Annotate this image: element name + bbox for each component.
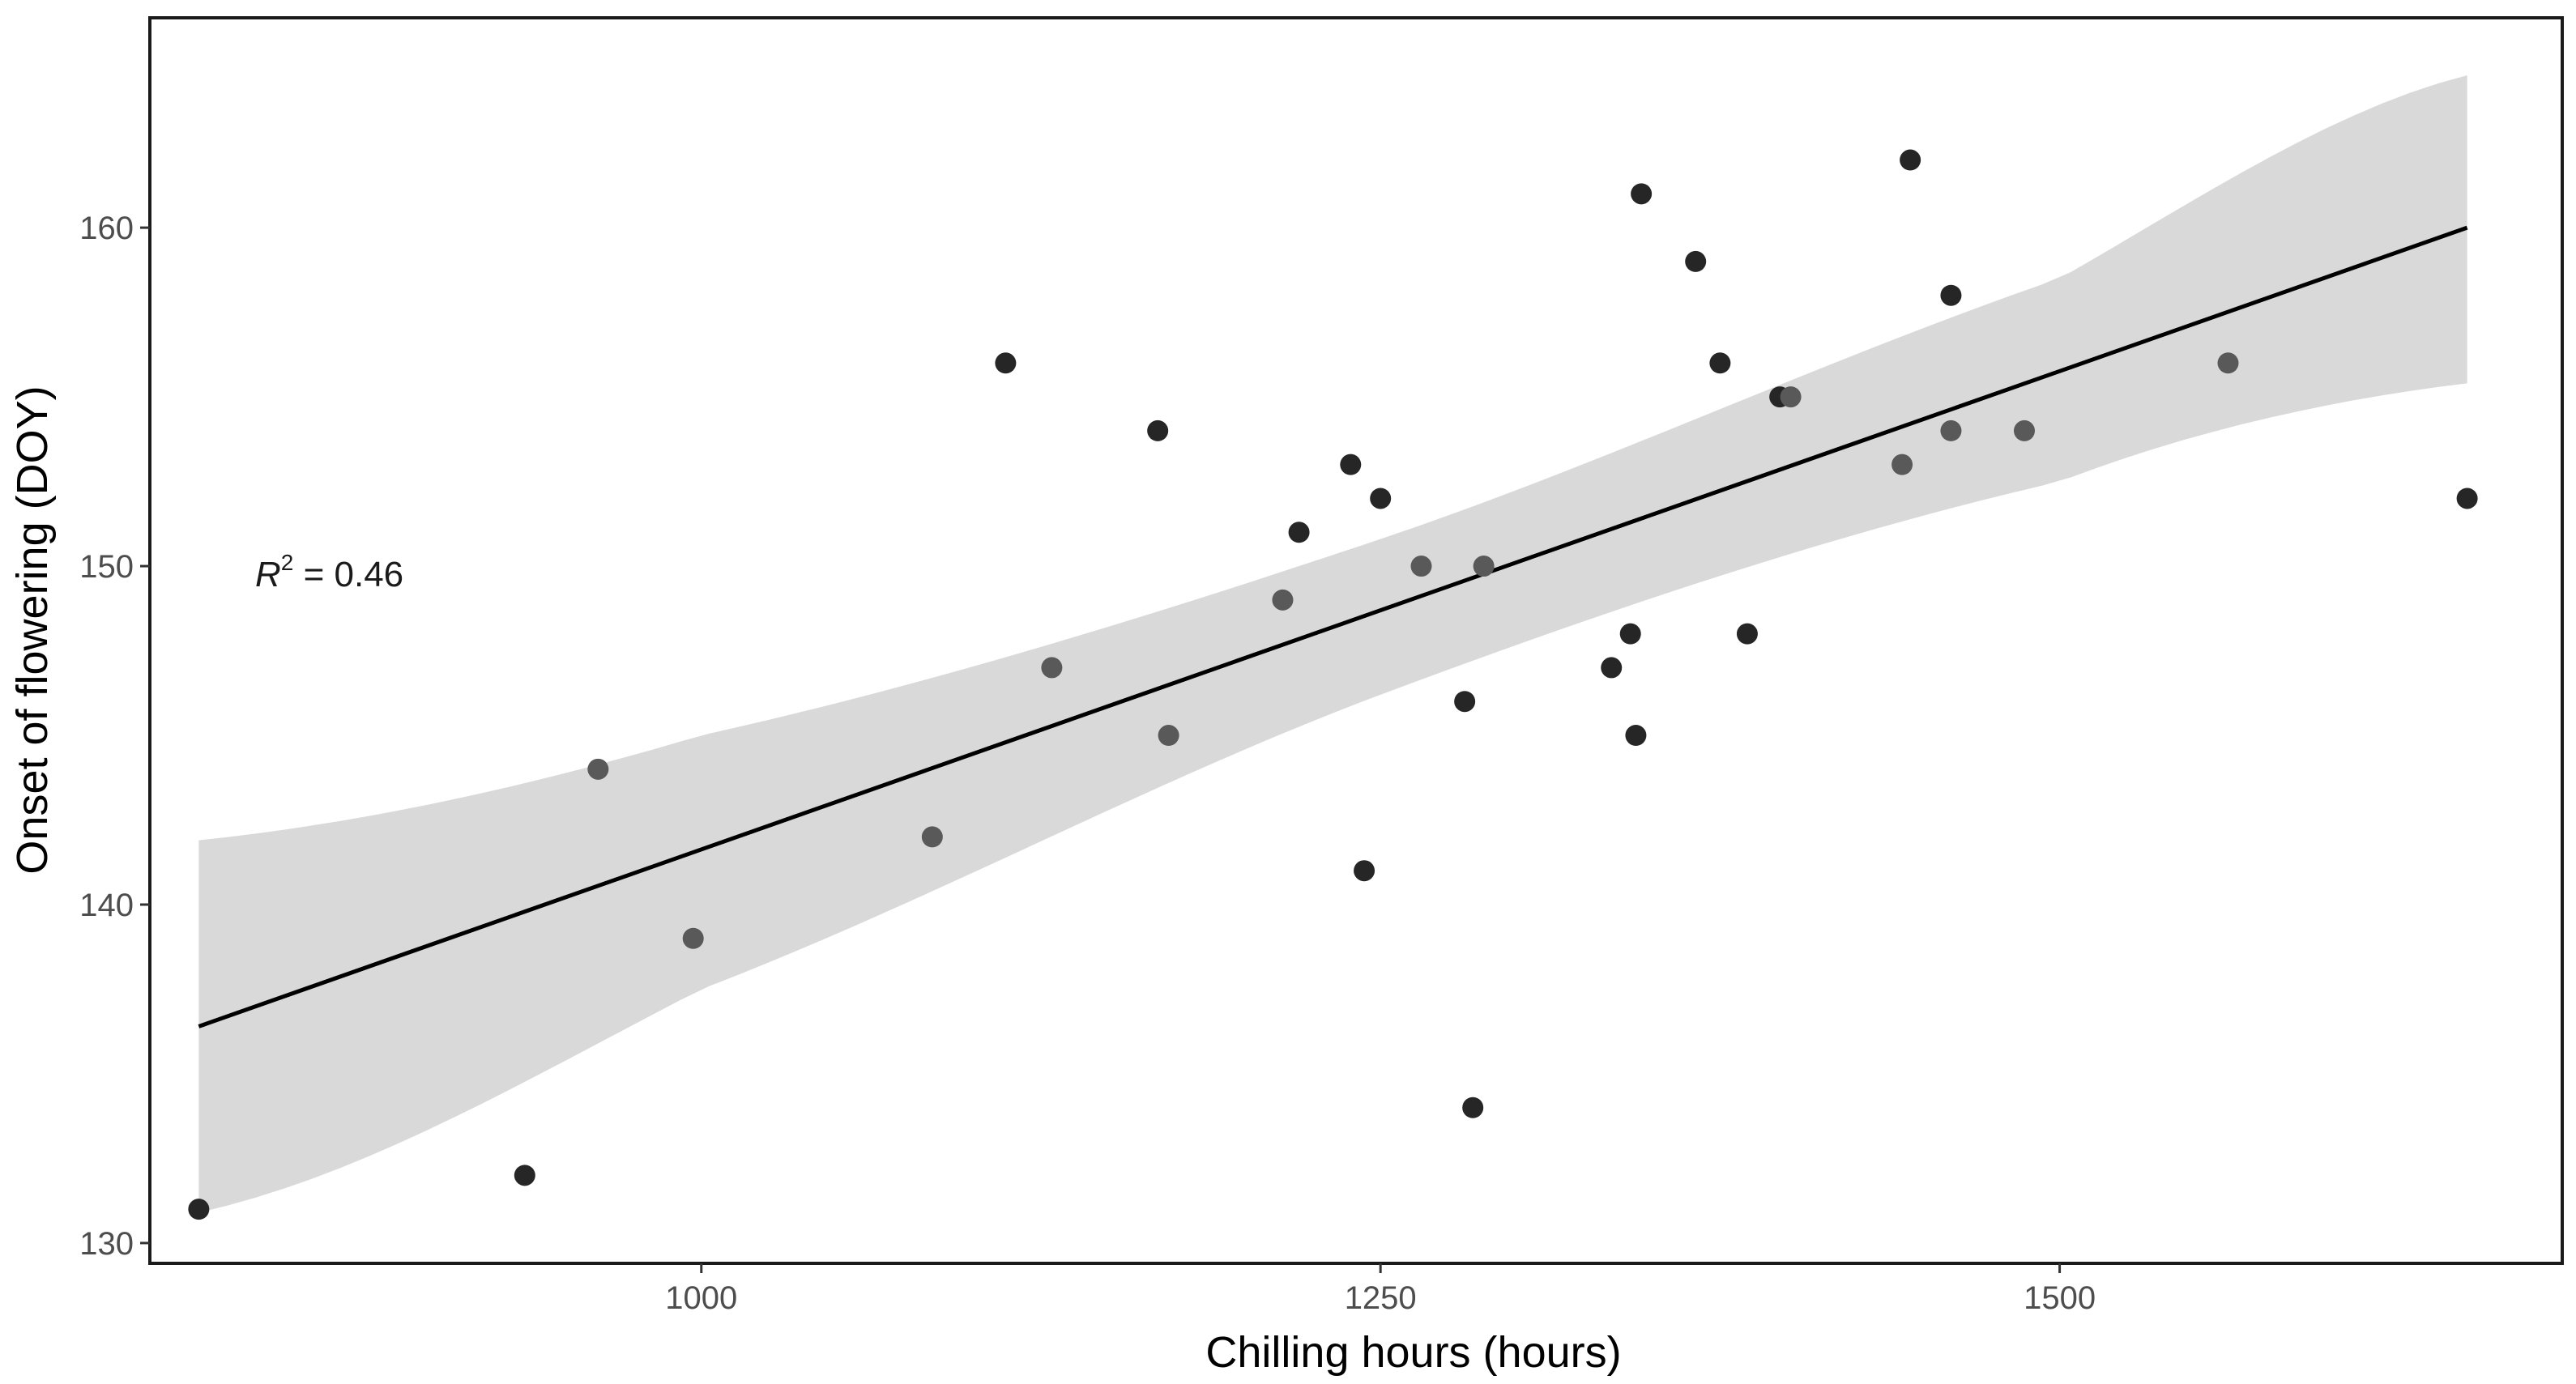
data-point <box>1940 419 1962 441</box>
data-point <box>995 352 1017 374</box>
data-point <box>1288 522 1310 543</box>
r2-symbol: R <box>255 555 281 594</box>
y-axis-ticks: 130 140 150 160 <box>79 211 150 1262</box>
data-point <box>1410 556 1432 577</box>
data-point <box>1041 657 1063 679</box>
data-point <box>1454 691 1476 713</box>
data-point <box>1473 556 1495 577</box>
data-point <box>2217 352 2239 374</box>
y-tick-label: 130 <box>79 1226 134 1262</box>
data-point <box>921 826 943 848</box>
x-axis-title: Chilling hours (hours) <box>1205 1328 1621 1377</box>
data-point <box>514 1165 535 1186</box>
data-point <box>1891 454 1913 475</box>
data-point <box>1631 183 1653 205</box>
data-point <box>1354 860 1375 882</box>
data-point <box>1619 623 1641 645</box>
data-point <box>188 1199 210 1220</box>
regression-line <box>198 225 2468 1028</box>
confidence-band <box>198 75 2467 1213</box>
r-squared-annotation: R2 = 0.46 <box>255 550 403 594</box>
x-tick-label: 1250 <box>1345 1280 1417 1316</box>
data-point <box>1158 725 1179 747</box>
data-point <box>1370 488 1392 509</box>
data-point <box>1147 419 1169 441</box>
y-tick-label: 140 <box>79 888 134 923</box>
confidence-band-layer <box>198 75 2467 1213</box>
data-point <box>1780 386 1802 408</box>
data-point <box>1625 725 1647 747</box>
data-point <box>1272 589 1294 611</box>
data-point <box>1340 454 1362 475</box>
data-point <box>1685 250 1707 272</box>
data-point <box>1709 352 1731 374</box>
data-point <box>1940 284 1962 306</box>
data-point <box>1900 149 1921 171</box>
data-point <box>587 758 609 780</box>
data-point <box>1601 657 1623 679</box>
r2-exponent: 2 <box>281 550 294 575</box>
data-point <box>2013 419 2035 441</box>
y-axis-title: Onset of flowering (DOY) <box>8 385 57 874</box>
x-tick-label: 1500 <box>2024 1280 2096 1316</box>
r2-value: = 0.46 <box>293 555 403 594</box>
plot-panel-border <box>148 16 2564 1265</box>
data-point <box>1736 623 1758 645</box>
y-tick-label: 150 <box>79 549 134 585</box>
data-point <box>682 927 704 949</box>
y-tick-label: 160 <box>79 211 134 246</box>
data-points-layer <box>188 149 2478 1220</box>
data-point <box>1462 1097 1484 1118</box>
regression-line-layer <box>198 225 2468 1028</box>
data-point <box>2456 488 2478 509</box>
x-axis-ticks: 1000 1250 1500 <box>665 1263 2096 1316</box>
x-tick-label: 1000 <box>665 1280 737 1316</box>
